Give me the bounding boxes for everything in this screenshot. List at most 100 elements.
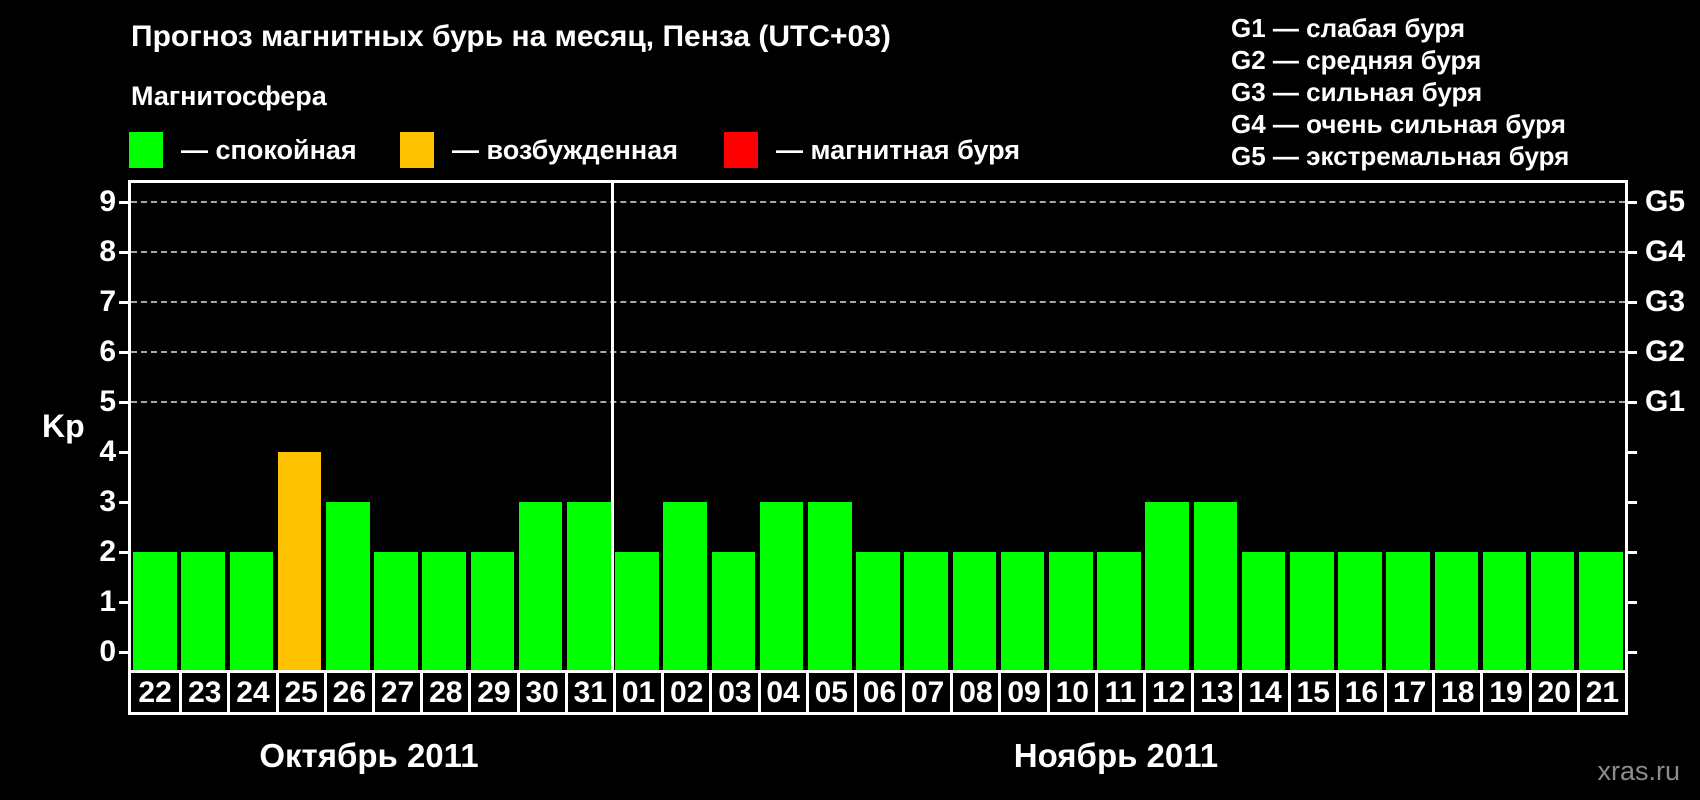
g-axis-tick-1 (1628, 600, 1637, 604)
day-cell-21: 21 (1576, 673, 1625, 712)
g-axis-tick-2 (1628, 550, 1637, 554)
day-cell-17: 17 (1384, 673, 1432, 712)
legend-item-quiet: — спокойная (129, 132, 357, 168)
kp-bar-day-11 (1097, 552, 1141, 670)
grid-line-kp-7 (131, 301, 1625, 303)
legend-item-excited: — возбужденная (400, 132, 678, 168)
kp-bar-day-15 (1289, 552, 1334, 670)
storm-scale-line-g4: G4 — очень сильная буря (1231, 109, 1566, 139)
day-cell-07: 07 (902, 673, 950, 712)
kp-bar-day-09 (1000, 552, 1045, 670)
grid-line-kp-9 (131, 201, 1625, 203)
kp-tick-label-0: 0 (99, 635, 116, 668)
day-cell-06: 06 (853, 673, 902, 712)
kp-tick-label-7: 7 (99, 285, 116, 318)
legend-item-storm: — магнитная буря (724, 132, 1020, 168)
day-cell-30: 30 (516, 673, 565, 712)
kp-bar-day-31 (567, 502, 611, 670)
g-axis-tick-9 (1628, 200, 1637, 204)
g-axis-label-g1: G1 (1645, 385, 1686, 418)
g-axis-tick-3 (1628, 500, 1637, 504)
day-cell-16: 16 (1335, 673, 1384, 712)
kp-tick-label-1: 1 (99, 585, 116, 618)
kp-bar-day-02 (663, 502, 707, 670)
kp-tick-label-2: 2 (99, 535, 116, 568)
kp-bar-day-14 (1241, 552, 1286, 670)
kp-bar-day-25 (277, 452, 322, 670)
day-cell-27: 27 (371, 673, 420, 712)
kp-bar-day-06 (856, 552, 900, 670)
storm-scale-line-g2: G2 — средняя буря (1231, 45, 1482, 75)
kp-tick-label-5: 5 (99, 385, 116, 418)
kp-axis-tick-8 (119, 250, 128, 254)
kp-bar-day-07 (904, 552, 948, 670)
day-cell-26: 26 (323, 673, 372, 712)
kp-bar-day-29 (470, 552, 515, 670)
grid-line-kp-5 (131, 401, 1625, 403)
day-cell-25: 25 (275, 673, 324, 712)
kp-tick-label-9: 9 (99, 185, 116, 218)
chart-plot-area: 0 1 2 3 4 5 6 7 8 9 G1 G2 G3 G4 G5 (99, 180, 1685, 670)
day-axis-row: 22 23 24 25 26 27 28 29 30 31 01 02 03 04 05 06 07 08 09 10… (128, 670, 1628, 715)
kp-bar-day-27 (374, 552, 418, 670)
day-cell-03: 03 (709, 673, 757, 712)
grid-line-kp-6 (131, 351, 1625, 353)
day-cell-23: 23 (179, 673, 227, 712)
day-cell-19: 19 (1480, 673, 1528, 712)
kp-axis-title: Kp (42, 408, 85, 444)
legend-label-quiet: — спокойная (181, 134, 357, 165)
day-cell-01: 01 (612, 673, 661, 712)
kp-bar-day-28 (422, 552, 467, 670)
day-cell-20: 20 (1528, 673, 1577, 712)
day-cell-12: 12 (1143, 673, 1191, 712)
kp-bar-day-03 (711, 552, 756, 670)
g-axis-label-g5: G5 (1645, 185, 1686, 218)
day-cell-10: 10 (1046, 673, 1095, 712)
kp-axis-tick-7 (119, 300, 128, 304)
g-axis-label-g3: G3 (1645, 285, 1686, 318)
month-label-1: Октябрь 2011 (259, 737, 479, 774)
kp-axis-tick-6 (119, 350, 128, 354)
storm-scale-line-g5: G5 — экстремальная буря (1231, 141, 1570, 171)
kp-bar-day-13 (1193, 502, 1238, 670)
kp-axis-tick-5 (119, 400, 128, 404)
kp-bar-day-16 (1338, 552, 1382, 670)
excited-color-swatch (400, 132, 434, 168)
kp-axis-tick-2 (119, 550, 128, 554)
storm-color-swatch (724, 132, 758, 168)
day-cell-08: 08 (950, 673, 998, 712)
g-axis-label-g4: G4 (1645, 235, 1686, 268)
watermark: xras.ru (1597, 756, 1680, 786)
day-cell-13: 13 (1191, 673, 1239, 712)
kp-bar-day-26 (326, 502, 370, 670)
kp-bar-day-08 (952, 552, 997, 670)
storm-scale-line-g3: G3 — сильная буря (1231, 77, 1483, 107)
kp-bar-day-18 (1434, 552, 1479, 670)
quiet-color-swatch (129, 132, 163, 168)
day-cell-31: 31 (564, 673, 613, 712)
kp-bar-day-04 (759, 502, 804, 670)
kp-bar-day-22 (133, 552, 177, 670)
kp-bar-day-24 (229, 552, 274, 670)
storm-scale-line-g1: G1 — слабая буря (1231, 13, 1466, 43)
kp-bar-day-05 (808, 502, 852, 670)
kp-tick-label-6: 6 (99, 335, 116, 368)
kp-tick-label-8: 8 (99, 235, 116, 268)
kp-tick-label-4: 4 (99, 435, 116, 468)
day-cell-29: 29 (468, 673, 516, 712)
kp-bar-day-21 (1579, 552, 1623, 670)
kp-tick-label-3: 3 (99, 485, 116, 518)
kp-axis-tick-1 (119, 600, 128, 604)
chart-title: Прогноз магнитных бурь на месяц, Пенза (… (131, 20, 891, 53)
day-cell-11: 11 (1094, 673, 1143, 712)
day-cell-04: 04 (757, 673, 806, 712)
day-cell-24: 24 (227, 673, 275, 712)
kp-axis-tick-9 (119, 200, 128, 204)
day-cell-28: 28 (420, 673, 468, 712)
g-axis-tick-4 (1628, 450, 1637, 454)
month-separator (611, 183, 615, 670)
storm-scale-legend: G1 — слабая буря G2 — средняя буря G3 — … (1231, 12, 1569, 172)
legend-label-excited: — возбужденная (452, 134, 678, 165)
g-axis-tick-7 (1628, 300, 1637, 304)
kp-bar-day-17 (1386, 552, 1430, 670)
